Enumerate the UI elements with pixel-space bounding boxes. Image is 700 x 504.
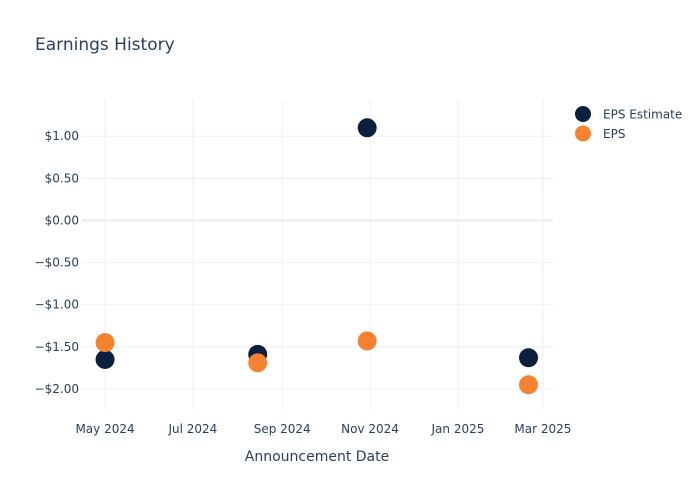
data-point[interactable] — [96, 333, 115, 352]
legend-item[interactable]: EPS — [575, 126, 625, 142]
x-tick-label: Mar 2025 — [514, 422, 571, 436]
axis-tick-labels: May 2024 Jul 2024 Sep 2024 Nov 2024 Jan 2025… — [35, 129, 572, 436]
legend-item[interactable]: EPS Estimate — [575, 106, 682, 122]
y-tick-label: −$0.50 — [35, 256, 79, 270]
chart-title: Earnings History — [35, 35, 175, 55]
y-tick-label: −$1.00 — [35, 298, 79, 312]
data-point[interactable] — [248, 353, 267, 372]
x-tick-label: Jul 2024 — [167, 422, 217, 436]
x-tick-label: Jan 2025 — [431, 422, 485, 436]
series-eps — [96, 331, 538, 394]
x-tick-label: May 2024 — [75, 422, 134, 436]
data-point[interactable] — [358, 118, 377, 137]
x-tick-label: Nov 2024 — [341, 422, 399, 436]
legend-label: EPS — [603, 127, 625, 141]
x-axis-title: Announcement Date — [245, 449, 389, 465]
y-tick-label: $0.50 — [45, 171, 79, 185]
y-tick-label: $1.00 — [45, 129, 79, 143]
series-eps-estimate — [96, 118, 538, 369]
y-tick-label: −$2.00 — [35, 382, 79, 396]
legend[interactable]: EPS Estimate EPS — [575, 106, 682, 142]
data-point[interactable] — [519, 348, 538, 367]
grid-lines — [82, 100, 553, 410]
data-point[interactable] — [96, 350, 115, 369]
legend-marker — [575, 126, 591, 142]
y-tick-label: $0.00 — [45, 213, 79, 227]
data-point[interactable] — [358, 331, 377, 350]
x-tick-label: Sep 2024 — [254, 422, 311, 436]
data-point[interactable] — [519, 375, 538, 394]
data-points — [96, 118, 538, 394]
legend-label: EPS Estimate — [603, 108, 682, 122]
y-tick-label: −$1.50 — [35, 340, 79, 354]
legend-marker — [575, 106, 591, 122]
